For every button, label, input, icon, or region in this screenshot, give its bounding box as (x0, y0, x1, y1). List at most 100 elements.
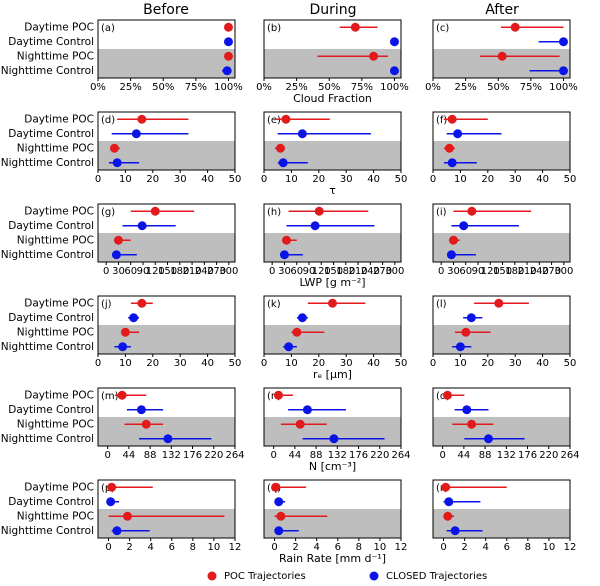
x-tick-label: 150 (324, 266, 343, 277)
x-tick-label: 44 (289, 450, 302, 461)
x-tick-label: 40 (536, 174, 549, 185)
x-axis-label: rₑ [μm] (313, 368, 352, 381)
panel-label: (a) (101, 23, 115, 34)
x-tick-label: 60 (124, 266, 137, 277)
x-tick-label: 10 (285, 174, 298, 185)
x-tick-label: 2 (126, 542, 132, 553)
category-label: Daytime Control (8, 220, 94, 232)
x-tick-label: 270 (542, 266, 561, 277)
panel-frame (263, 387, 402, 447)
x-tick-label: 50% (318, 82, 340, 93)
point (461, 327, 471, 337)
x-tick-label: 0% (90, 82, 106, 93)
x-axis-label: Cloud Fraction (293, 92, 372, 105)
legend-label: CLOSED Trajectories (386, 571, 487, 582)
point (113, 235, 123, 245)
x-tick-label: 240 (195, 266, 214, 277)
point (136, 405, 146, 415)
panel-frame (263, 111, 402, 171)
x-tick-label: 50% (152, 82, 174, 93)
point (273, 390, 283, 400)
x-tick-label: 100% (214, 82, 243, 93)
point (295, 419, 305, 429)
point (131, 129, 141, 139)
x-tick-label: 8 (525, 542, 531, 553)
point (450, 526, 460, 536)
x-tick-label: 10 (454, 358, 467, 369)
panel-label: (d) (101, 115, 115, 126)
x-tick-label: 300 (385, 266, 404, 277)
category-label: Daytime Control (8, 312, 94, 324)
column-title: Before (143, 2, 189, 18)
x-tick-label: 10 (454, 174, 467, 185)
point (137, 221, 147, 231)
point (275, 143, 285, 153)
point (150, 206, 160, 216)
point (222, 66, 232, 76)
point (466, 313, 476, 323)
panel-label: (g) (101, 207, 115, 218)
x-tick-label: 50 (395, 174, 408, 185)
x-tick-label: 132 (497, 450, 516, 461)
point (112, 526, 122, 536)
night-shading (264, 509, 401, 538)
category-label: Daytime Control (8, 36, 94, 48)
category-label: Daytime POC (24, 205, 94, 217)
x-tick-label: 30 (340, 358, 353, 369)
x-tick-label: 20 (146, 358, 159, 369)
point (137, 114, 147, 124)
x-tick-label: 25% (286, 82, 308, 93)
point (448, 235, 458, 245)
x-tick-label: 8 (356, 542, 362, 553)
x-tick-label: 180 (336, 266, 355, 277)
panel-frame (263, 479, 402, 539)
panel-frame (97, 19, 236, 79)
x-tick-label: 4 (314, 542, 320, 553)
x-tick-label: 6 (504, 542, 510, 553)
x-tick-label: 6 (169, 542, 175, 553)
night-shading (433, 325, 570, 354)
panel-frame (432, 295, 571, 355)
point (117, 390, 127, 400)
x-tick-label: 0 (95, 174, 101, 185)
x-tick-label: 90 (137, 266, 150, 277)
panel-frame (263, 203, 402, 263)
point (447, 114, 457, 124)
panel-frame (432, 19, 571, 79)
point (443, 511, 453, 521)
point (444, 143, 454, 153)
panel-frame (97, 387, 236, 447)
x-axis-label: τ (329, 184, 336, 197)
point (447, 158, 457, 168)
point (441, 482, 451, 492)
panel-frame (263, 19, 402, 79)
x-tick-label: 176 (349, 450, 368, 461)
point (223, 51, 233, 61)
x-tick-label: 90 (472, 266, 485, 277)
x-tick-label: 220 (539, 450, 558, 461)
x-tick-label: 220 (204, 450, 223, 461)
point (223, 37, 233, 47)
category-label: Nighttime POC (17, 50, 94, 62)
x-tick-label: 300 (554, 266, 573, 277)
x-tick-label: 150 (493, 266, 512, 277)
point (223, 22, 233, 32)
x-tick-label: 240 (361, 266, 380, 277)
x-tick-label: 10 (543, 542, 556, 553)
x-tick-label: 4 (483, 542, 489, 553)
panel-frame (97, 203, 236, 263)
category-label: Daytime POC (24, 113, 94, 125)
x-tick-label: 20 (146, 174, 159, 185)
x-tick-label: 176 (183, 450, 202, 461)
point (310, 221, 320, 231)
x-tick-label: 90 (303, 266, 316, 277)
category-label: Nighttime POC (17, 326, 94, 338)
category-label: Nighttime POC (17, 418, 94, 430)
x-tick-label: 0 (104, 450, 110, 461)
column-title: During (309, 2, 356, 18)
x-tick-label: 132 (162, 450, 181, 461)
panel-frame (97, 295, 236, 355)
x-tick-label: 50 (564, 358, 577, 369)
x-tick-label: 10 (285, 358, 298, 369)
